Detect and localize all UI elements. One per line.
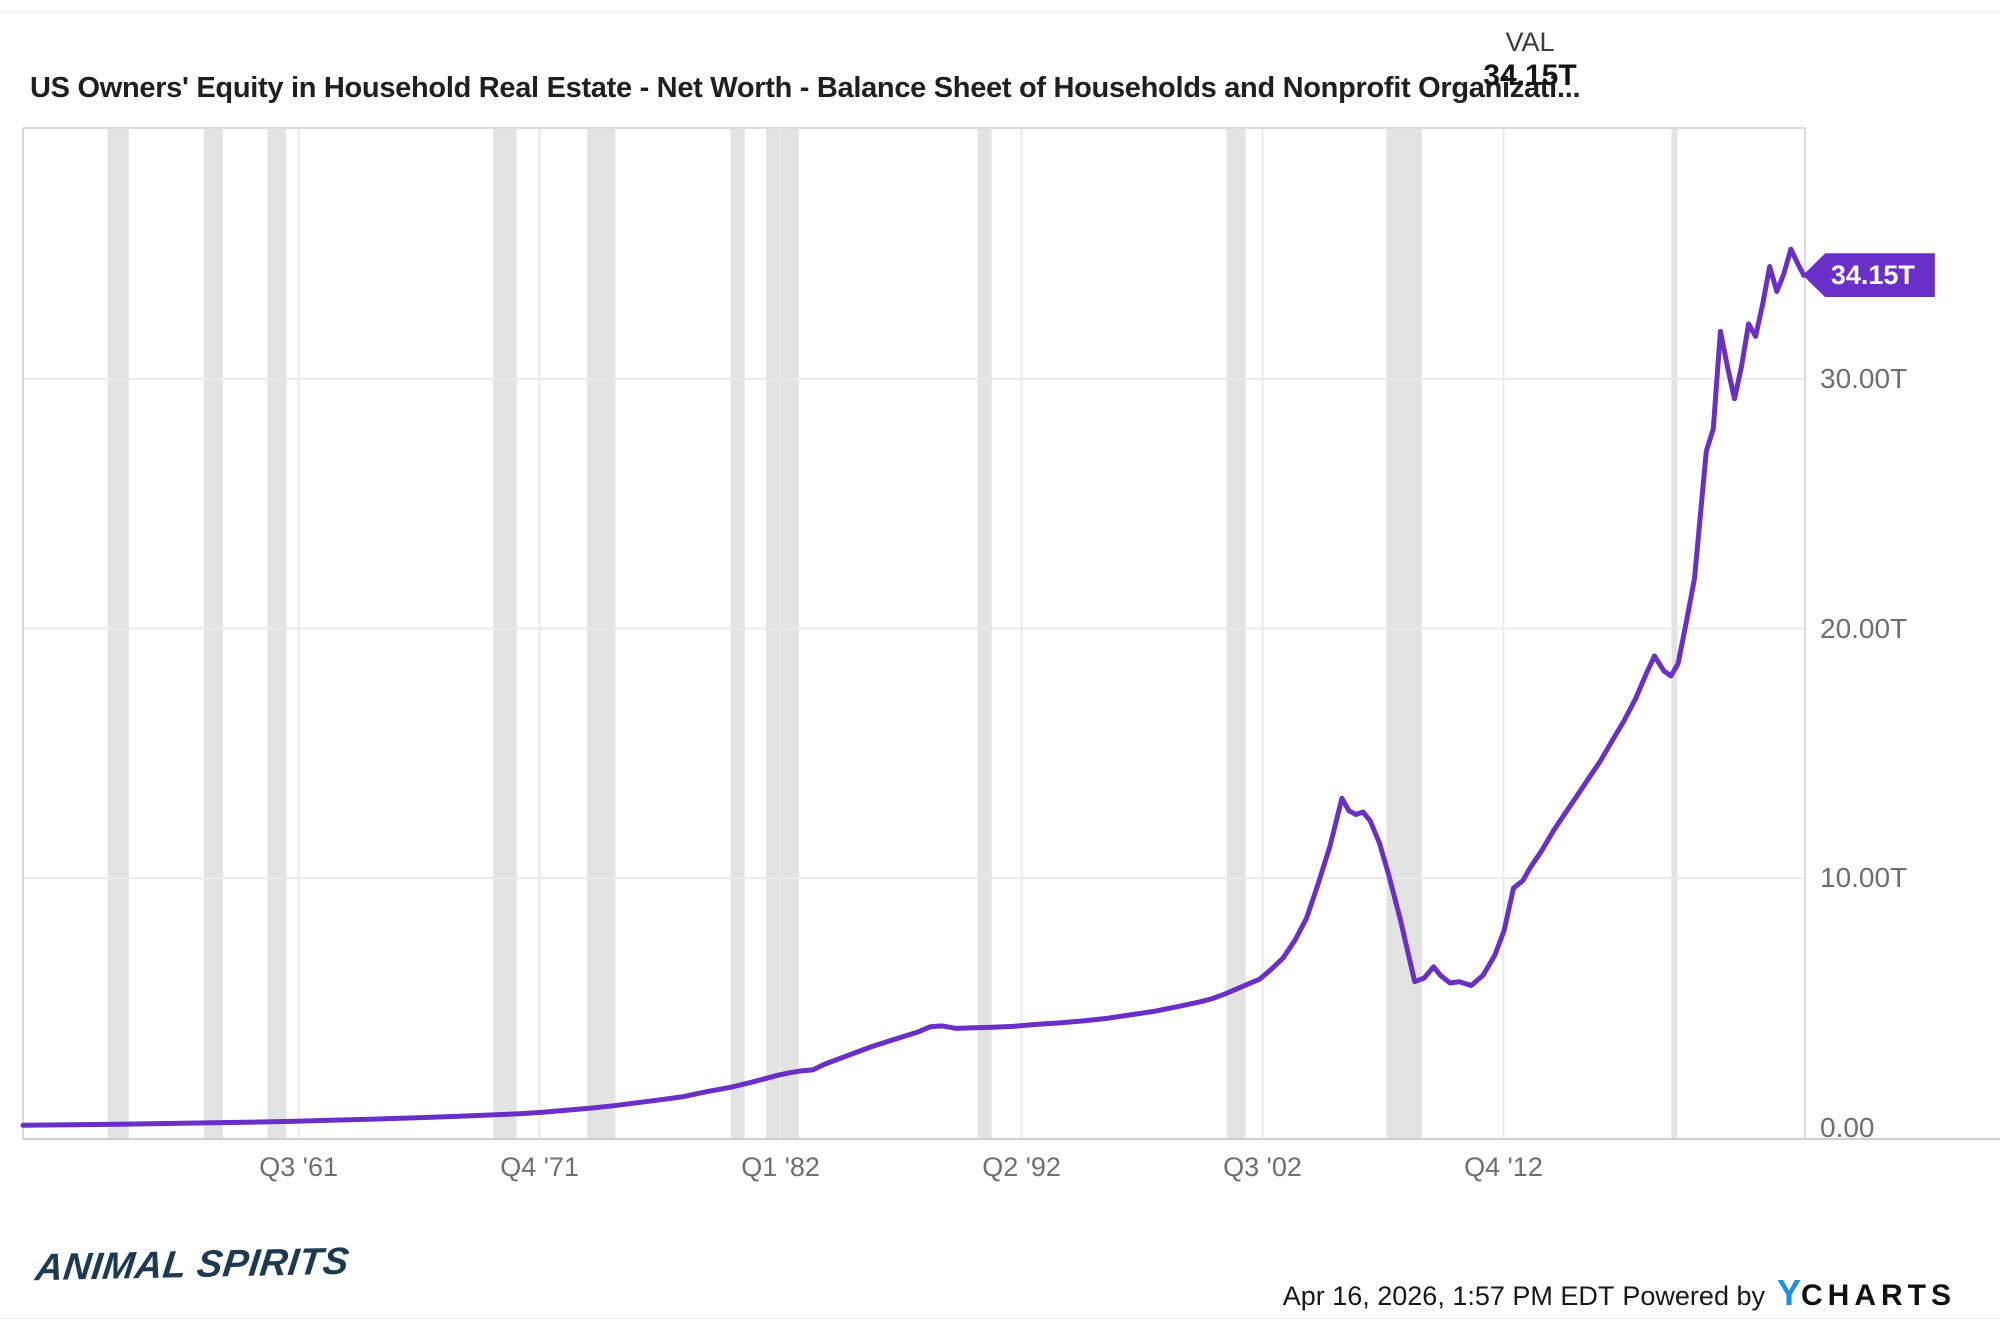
recession-band	[1226, 128, 1246, 1139]
animal-spirits-logo: ANIMAL SPIRITS	[33, 1240, 352, 1290]
x-tick-label: Q4 '71	[500, 1152, 579, 1182]
y-tick-label: 10.00T	[1820, 862, 1908, 894]
recession-band	[107, 128, 129, 1139]
bottom-divider	[0, 1318, 2000, 1319]
ycharts-logo-text: CHARTS	[1801, 1279, 1956, 1312]
recession-band	[977, 128, 992, 1139]
recession-band	[587, 128, 616, 1139]
y-tick-label: 30.00T	[1820, 362, 1908, 394]
footer-attribution: Apr 16, 2026, 1:57 PM EDT Powered by Y C…	[1283, 1272, 1956, 1314]
x-tick-label: Q2 '92	[982, 1152, 1061, 1182]
last-value-badge: 34.15T	[1802, 253, 1935, 298]
chart-title: US Owners' Equity in Household Real Esta…	[30, 72, 1581, 104]
y-tick-label: 20.00T	[1820, 612, 1908, 644]
x-tick-label: Q3 '61	[259, 1152, 338, 1182]
powered-by-label: Powered by	[1622, 1281, 1765, 1311]
recession-band	[267, 128, 287, 1139]
recession-band	[730, 128, 745, 1139]
val-header-block: VAL 34.15T	[1445, 26, 1615, 94]
recession-band	[765, 128, 799, 1139]
data-line	[20, 246, 1807, 1128]
recession-band	[204, 128, 223, 1139]
x-tick-label: Q4 '12	[1464, 1152, 1543, 1182]
recession-band	[493, 128, 517, 1139]
val-current-value: 34.15T	[1483, 59, 1577, 92]
top-divider	[0, 11, 2000, 12]
x-tick-label: Q3 '02	[1223, 1152, 1302, 1182]
ycharts-logo-y-icon: Y	[1776, 1272, 1801, 1313]
recession-band	[1386, 128, 1422, 1139]
x-tick-label: Q1 '82	[741, 1152, 820, 1182]
recession-band	[1671, 128, 1678, 1139]
timestamp: Apr 16, 2026, 1:57 PM EDT	[1282, 1281, 1615, 1311]
y-tick-label: 0.00	[1820, 1111, 1875, 1143]
val-column-header: VAL	[1505, 27, 1555, 57]
